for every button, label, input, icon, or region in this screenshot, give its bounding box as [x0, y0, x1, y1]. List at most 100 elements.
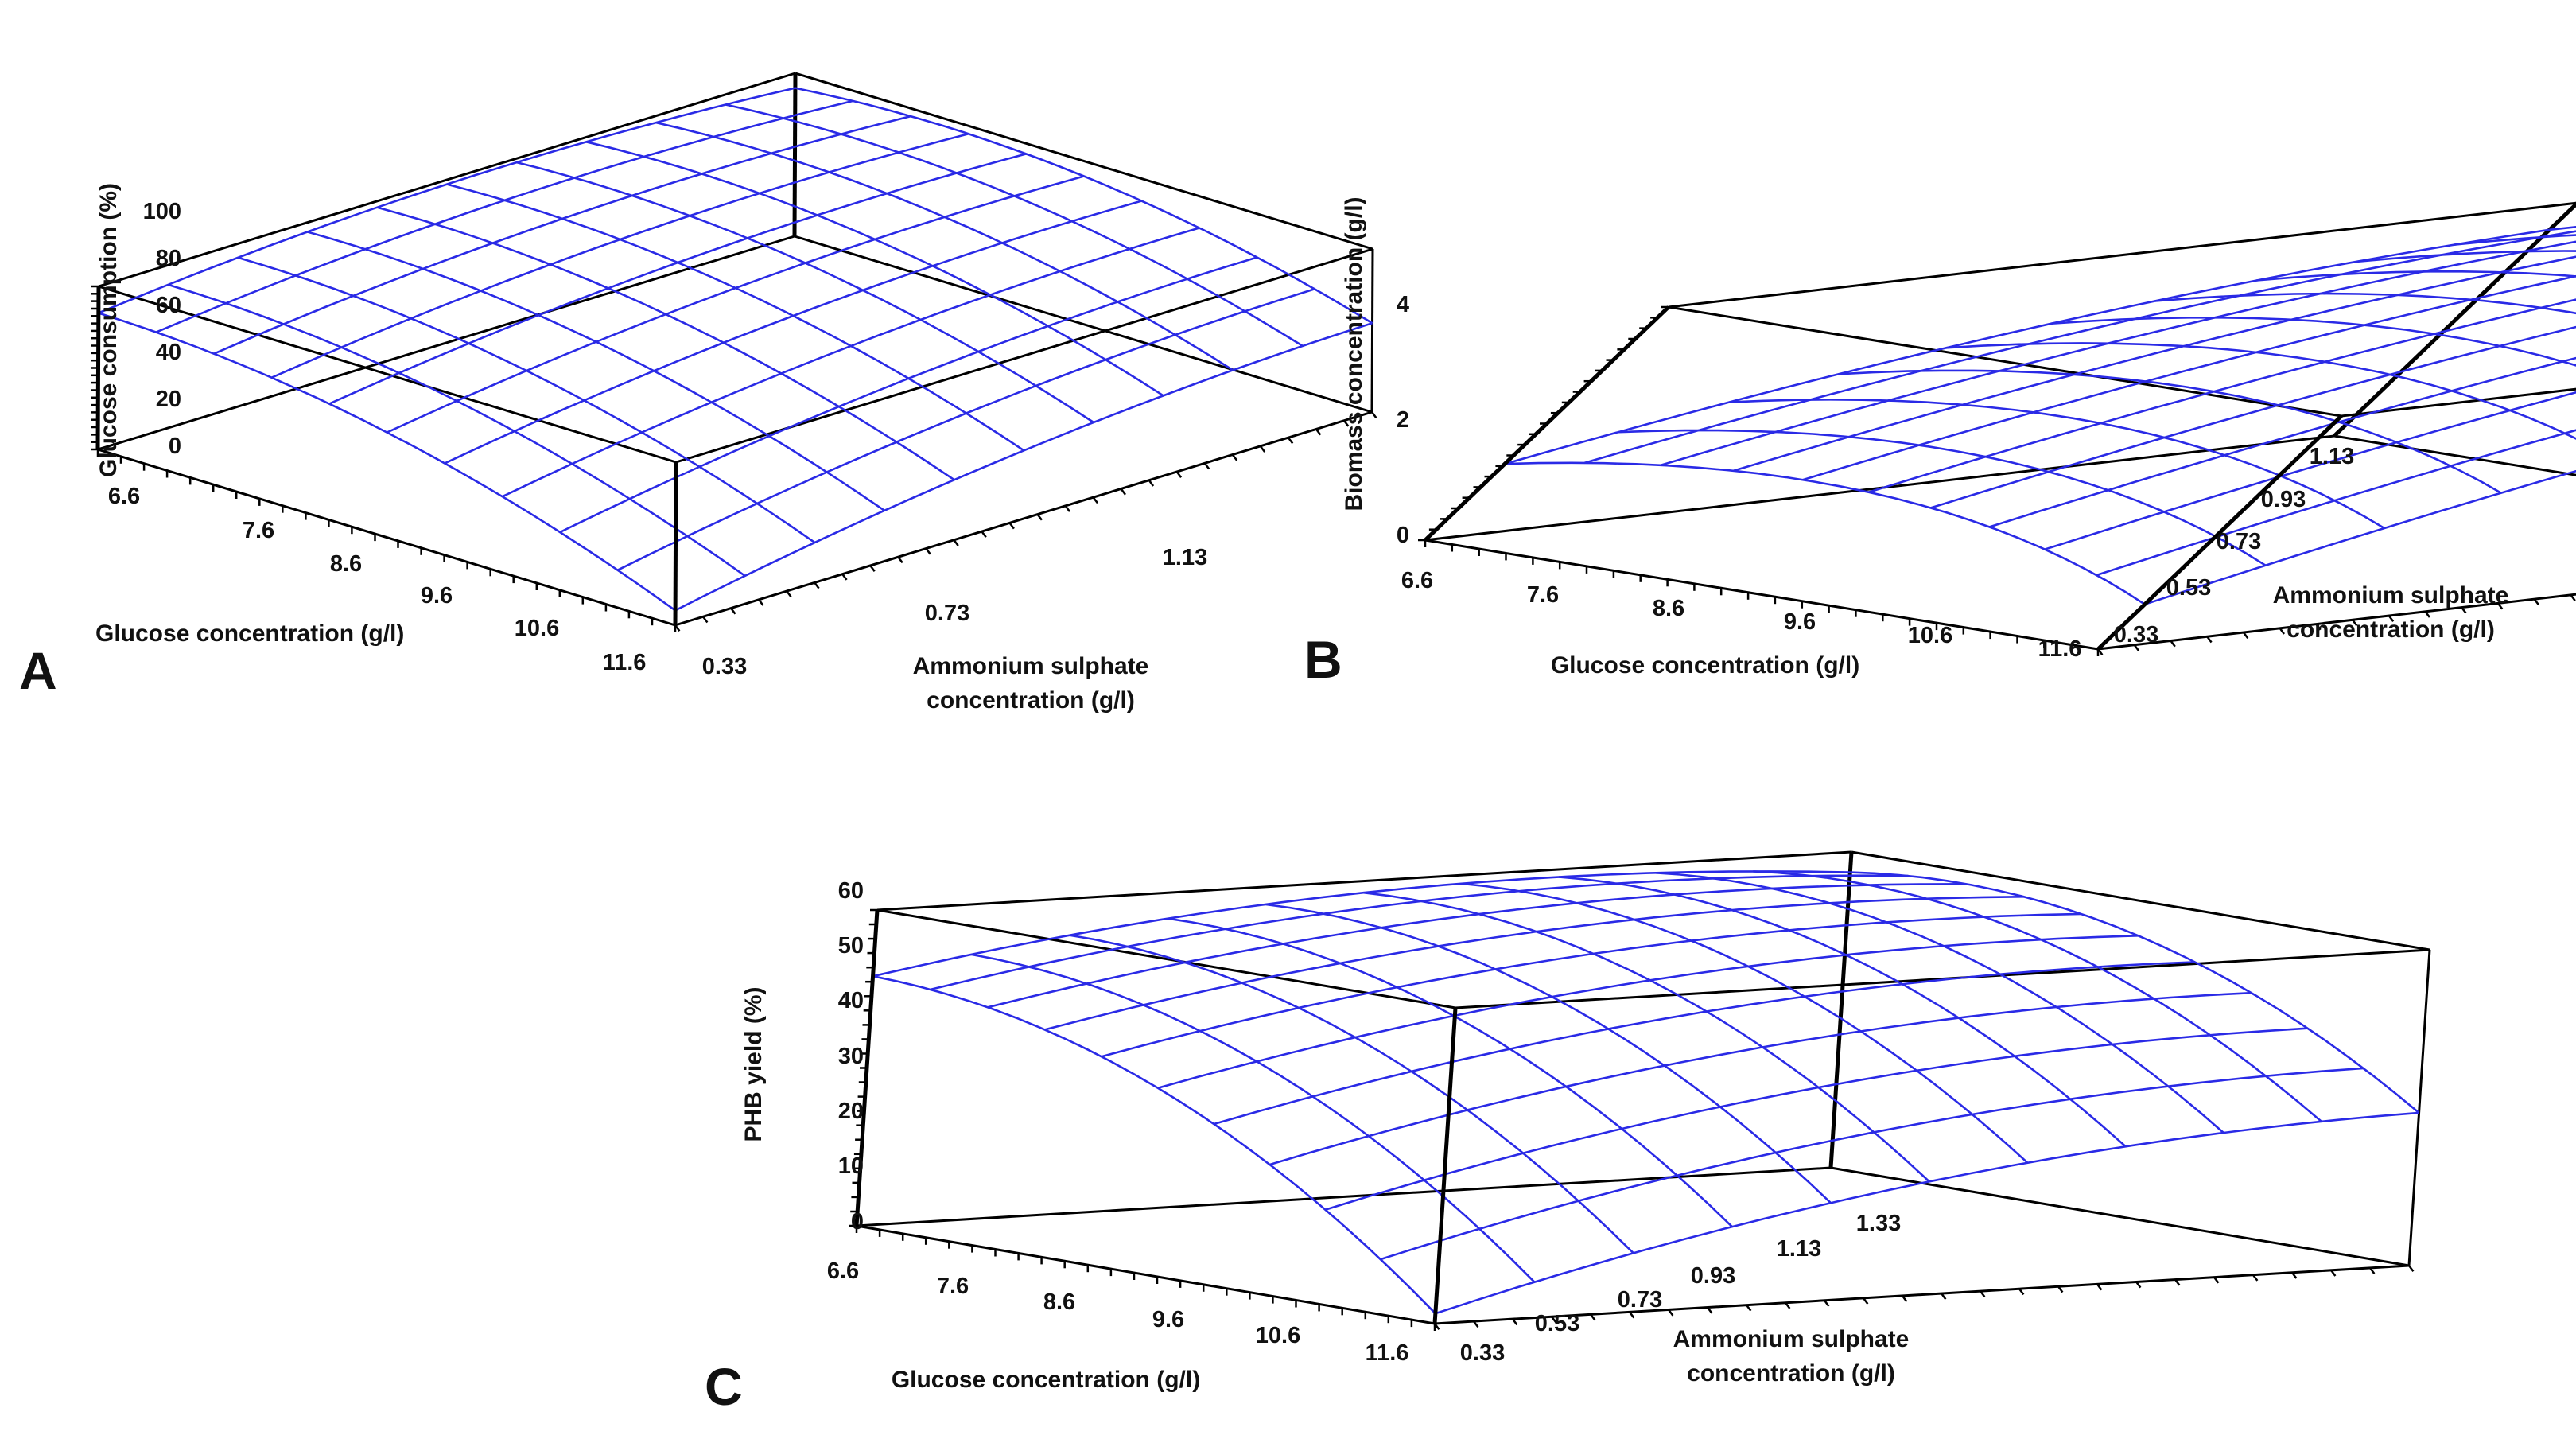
panel-a-y-tick: [814, 581, 820, 589]
panel-b-mesh-line-y: [1989, 356, 2576, 528]
panel-b-mesh-line-y: [2144, 469, 2576, 605]
panel-c-y-tick: [1862, 1297, 1869, 1305]
panel-c-mesh-line-y: [1101, 912, 2081, 1058]
panel-a-tick-marks: [91, 285, 1377, 632]
panel-a-right-bottom-edge: [674, 410, 1373, 627]
panel-b-mesh-line-y: [1583, 230, 2576, 465]
panel-a-mesh-line-y: [328, 153, 1027, 405]
panel-b-y-tick-label: 1.13: [2310, 444, 2354, 469]
panel-a-y-tick: [1064, 505, 1070, 512]
panel-c-z-tick-label: 60: [838, 878, 864, 904]
panel-b-mesh-line-y: [1868, 298, 2576, 493]
panel-c-y-tick: [2368, 1267, 2376, 1274]
panel-c-y-tick: [1628, 1311, 1635, 1319]
panel-c-y-tick: [2018, 1288, 2025, 1296]
panel-c-left-top-edge: [876, 850, 1852, 912]
panel-c-y-tick-label: 0.53: [1535, 1311, 1579, 1336]
panel-c-x-tick-label: 6.6: [827, 1258, 859, 1284]
panel-a-mesh-line-y: [98, 87, 796, 314]
panel-c-labels: 6.6 7.6 8.6 9.6 10.6 11.6 0.33 0.53 0.73…: [705, 878, 1909, 1416]
panel-b-y-axis-label-line2: concentration (g/l): [2287, 616, 2495, 643]
panel-c-z-tick-label: 10: [838, 1153, 864, 1179]
panel-b-back-vertical-edge: [2333, 201, 2576, 438]
panel-b-tick-marks: [1418, 305, 2576, 656]
panel-c-tick-marks: [849, 908, 2415, 1331]
panel-a-y-tick: [702, 616, 709, 624]
panel-a-x-tick-label: 10.6: [515, 616, 559, 641]
panel-c-mesh-line-y: [1214, 961, 2196, 1126]
panel-c-back-bottom-edge: [1830, 1166, 2410, 1267]
panel-c-z-tick-label: 20: [838, 1099, 864, 1124]
panel-b-y-tick: [2242, 632, 2249, 639]
panel-c-z-tick-label: 0: [851, 1209, 864, 1235]
panel-c-mesh-line-y: [987, 883, 1967, 1009]
panel-c-y-tick: [2174, 1278, 2181, 1286]
panel-a-y-tick-label: 0.73: [925, 601, 969, 626]
panel-a-front-right-vertical-edge: [673, 461, 678, 626]
panel-b-x-tick-label: 11.6: [2038, 636, 2082, 662]
panel-a-mesh-line-y: [387, 175, 1085, 434]
panel-b-y-tick: [2279, 628, 2286, 635]
panel-c-surface-plot: 6.6 7.6 8.6 9.6 10.6 11.6 0.33 0.53 0.73…: [705, 850, 2431, 1416]
panel-a-mesh-line-y: [271, 133, 969, 379]
panel-a-x-tick-label: 7.6: [243, 518, 274, 543]
panel-c-y-tick: [1823, 1300, 1830, 1307]
panel-a-box-edges: [95, 286, 1373, 627]
panel-b-mesh-line-y: [1802, 274, 2576, 481]
panel-a-y-tick: [869, 565, 876, 572]
panel-c-y-tick: [1550, 1316, 1557, 1324]
panel-c-x-tick-label: 10.6: [1256, 1323, 1300, 1348]
panel-a-y-tick: [1287, 437, 1294, 445]
panel-c-x-tick-label: 9.6: [1152, 1307, 1184, 1332]
panel-a-y-tick: [925, 547, 931, 555]
panel-a-x-tick-label: 6.6: [108, 484, 140, 509]
panel-b-y-tick: [2206, 636, 2213, 644]
panel-c-letter: C: [705, 1357, 743, 1416]
panel-c-y-tick-label: 0.73: [1618, 1287, 1662, 1313]
panel-c-x-tick-label: 7.6: [937, 1274, 969, 1299]
panel-c-back-top-edge: [1851, 850, 2430, 951]
panel-a-mesh-line-y: [213, 115, 911, 355]
panel-c-x-tick-label: 11.6: [1366, 1340, 1409, 1366]
panel-c-y-tick: [2290, 1272, 2298, 1279]
panel-a-y-tick: [1371, 411, 1377, 418]
panel-a-y-tick: [1315, 428, 1322, 436]
panel-c-y-axis-label-line1: Ammonium sulphate: [1673, 1326, 1910, 1352]
panel-b-front-right-vertical-edge: [2096, 414, 2343, 651]
panel-c-z-axis-label: PHB yield (%): [740, 986, 767, 1142]
panel-a-z-tick-label: 60: [156, 293, 181, 318]
panel-b-y-tick: [2133, 644, 2140, 651]
panel-a-y-axis-label-line1: Ammonium sulphate: [913, 653, 1149, 679]
panel-b-y-tick: [2570, 594, 2576, 601]
panel-b-mesh-line-y: [1504, 228, 2550, 465]
panel-c-y-tick: [1590, 1313, 1596, 1321]
panel-a-y-tick: [1148, 480, 1155, 487]
panel-a-z-tick-label: 80: [156, 246, 181, 271]
panel-a-back-right-vertical-edge: [1370, 248, 1374, 413]
panel-b-mesh-line-y: [1660, 240, 2576, 466]
panel-b-x-tick-label: 10.6: [1908, 623, 1952, 648]
panel-a-z-tick-label: 100: [143, 199, 181, 224]
panel-c-mesh-line-y: [1157, 935, 2139, 1090]
panel-a-y-tick: [1008, 522, 1015, 530]
panel-c-y-tick: [1940, 1293, 1947, 1300]
panel-c-y-tick-label: 1.33: [1856, 1211, 1901, 1236]
panel-c-y-tick: [1706, 1306, 1713, 1314]
panel-b-y-tick: [2315, 623, 2322, 631]
panel-b-y-axis-label-line1: Ammonium sulphate: [2273, 582, 2509, 609]
panel-b-right-bottom-edge: [2097, 593, 2576, 651]
panel-b-letter: B: [1304, 630, 1342, 689]
panel-c-x-axis-label: Glucose concentration (g/l): [892, 1367, 1200, 1393]
panel-a-y-tick: [953, 539, 959, 546]
panel-c-y-tick-label: 1.13: [1777, 1236, 1821, 1262]
panel-c-y-tick: [2329, 1270, 2337, 1277]
panel-a-letter: A: [19, 641, 57, 700]
panel-c-y-tick: [2213, 1276, 2220, 1284]
panel-b-left-top-edge: [1668, 201, 2576, 309]
panel-b-mesh-line-y: [2044, 391, 2576, 550]
panel-c-y-tick: [1979, 1290, 1986, 1298]
panel-a-mesh-line-y: [444, 200, 1142, 465]
panel-c-y-tick: [1434, 1323, 1440, 1330]
